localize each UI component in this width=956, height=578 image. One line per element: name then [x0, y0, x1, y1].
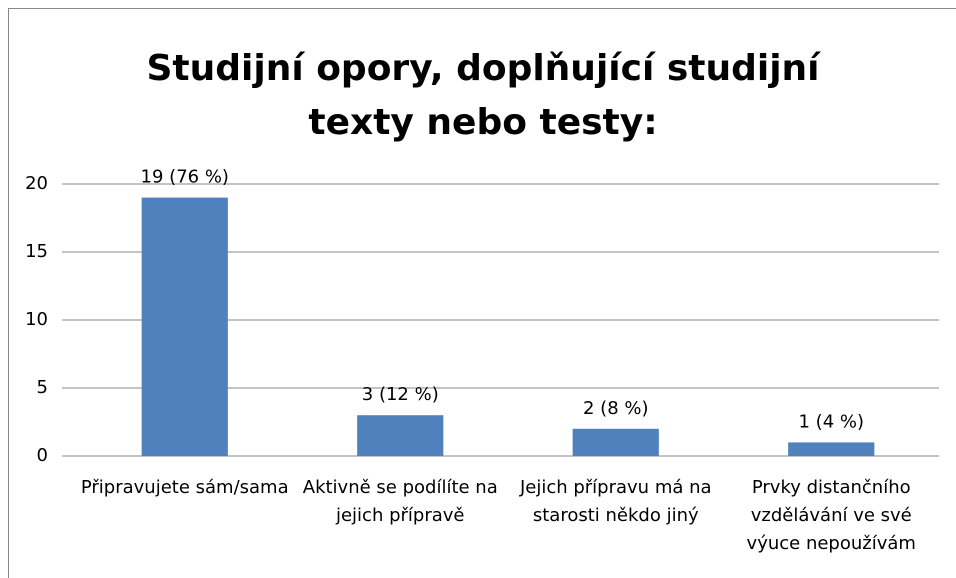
border — [8, 8, 956, 578]
chart-title: Studijní opory, doplňující studijní text… — [146, 48, 820, 143]
x-tick-label: Připravujete sám/sama — [80, 477, 289, 498]
bar — [572, 428, 659, 456]
y-tick-label: 15 — [25, 241, 48, 262]
y-tick-label: 0 — [37, 445, 48, 466]
value-label: 1 (4 %) — [799, 411, 865, 432]
value-label: 19 (76 %) — [141, 167, 229, 188]
bar — [357, 415, 444, 456]
y-tick-label: 5 — [37, 377, 48, 398]
y-tick-label: 10 — [25, 309, 48, 330]
value-label: 3 (12 %) — [362, 384, 439, 405]
x-tick-label: Aktivně se podílíte na jejich přípravě — [302, 477, 498, 526]
x-tick-label: Prvky distančního vzdělávání ve své výuc… — [746, 477, 916, 554]
value-label: 2 (8 %) — [583, 398, 649, 419]
x-tick-label: Jejich přípravu má na starosti někdo jin… — [519, 477, 712, 526]
bar — [141, 197, 228, 456]
bar — [788, 442, 875, 456]
y-tick-label: 20 — [25, 173, 48, 194]
